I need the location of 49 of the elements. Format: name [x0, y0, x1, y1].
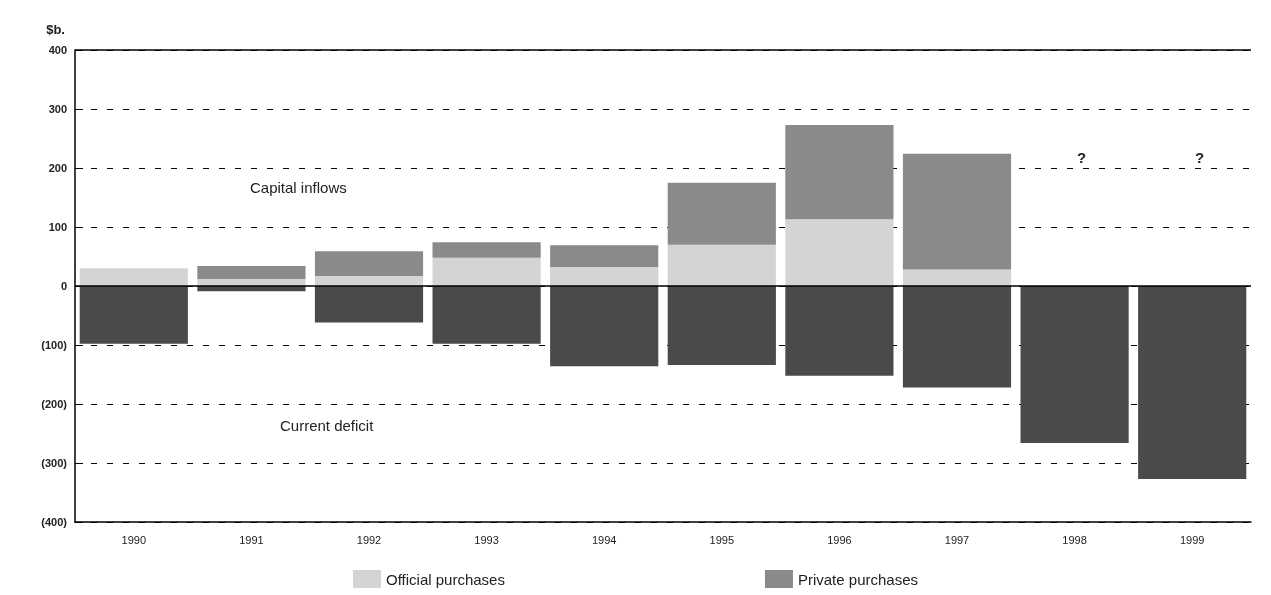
bar	[550, 245, 659, 268]
bar	[197, 265, 306, 279]
x-tick-label: 1996	[827, 533, 852, 546]
annotation: ?	[1195, 149, 1205, 166]
bar	[79, 286, 188, 344]
y-tick-label: (100)	[41, 339, 68, 351]
bar	[79, 268, 188, 286]
y-tick-label: 100	[48, 221, 67, 233]
annotation: ?	[1077, 149, 1087, 166]
bar	[1138, 286, 1247, 479]
x-tick-label: 1991	[239, 533, 264, 546]
bar	[785, 124, 894, 220]
bar	[314, 275, 424, 286]
annotation: Current deficit	[280, 417, 375, 434]
y-tick-label: 400	[48, 44, 67, 56]
x-tick-label: 1995	[709, 533, 735, 546]
bar	[667, 286, 776, 366]
bar	[550, 286, 659, 367]
legend-label: Private purchases	[797, 570, 919, 588]
bar	[902, 153, 1012, 270]
x-tick-label: 1993	[474, 533, 499, 546]
bar	[314, 251, 424, 276]
y-tick-label: 300	[48, 103, 67, 115]
bar	[432, 242, 541, 258]
bar	[902, 269, 1012, 286]
bar	[667, 244, 776, 286]
bar	[667, 182, 776, 245]
y-axis-title: $b.	[46, 22, 65, 37]
bar	[785, 219, 894, 286]
bar	[432, 286, 541, 344]
x-tick-label: 1998	[1062, 533, 1087, 546]
x-tick-label: 1990	[121, 533, 147, 546]
y-tick-label: (200)	[41, 398, 68, 410]
bar	[314, 286, 424, 323]
legend-label: Official purchases	[386, 570, 505, 588]
bar	[902, 286, 1012, 388]
y-tick-label: 0	[60, 280, 67, 292]
bar	[432, 257, 541, 286]
bar	[785, 286, 894, 376]
bar	[1020, 286, 1129, 443]
x-tick-label: 1992	[356, 533, 382, 546]
y-tick-label: (400)	[41, 516, 68, 528]
x-tick-label: 1994	[591, 533, 617, 546]
y-tick-label: 200	[48, 162, 67, 174]
annotation: Capital inflows	[250, 179, 347, 196]
x-tick-label: 1999	[1179, 533, 1205, 546]
x-tick-label: 1997	[944, 533, 970, 546]
y-tick-label: (300)	[41, 457, 68, 469]
bar	[550, 267, 659, 286]
